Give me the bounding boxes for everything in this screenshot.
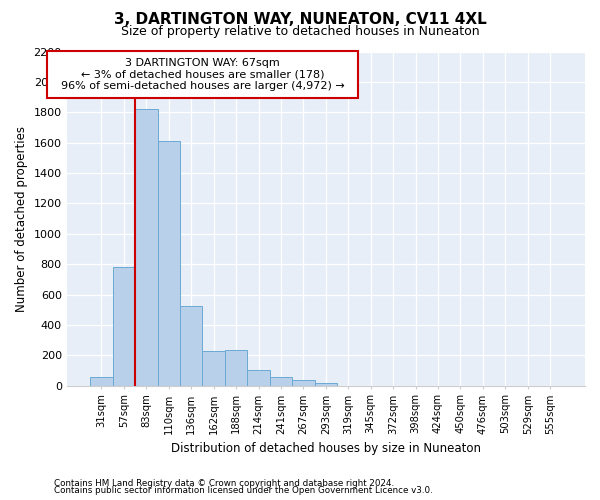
Bar <box>202 350 225 386</box>
Bar <box>90 378 113 386</box>
Bar <box>158 141 180 386</box>
Bar <box>314 382 337 386</box>
Bar <box>113 267 135 386</box>
Text: 3 DARTINGTON WAY: 67sqm  
  ← 3% of detached houses are smaller (178)  
  96% of: 3 DARTINGTON WAY: 67sqm ← 3% of detached… <box>53 58 351 91</box>
Bar <box>180 306 202 386</box>
Bar <box>225 350 247 386</box>
Y-axis label: Number of detached properties: Number of detached properties <box>15 126 28 312</box>
Bar <box>135 109 158 386</box>
X-axis label: Distribution of detached houses by size in Nuneaton: Distribution of detached houses by size … <box>171 442 481 455</box>
Text: Contains HM Land Registry data © Crown copyright and database right 2024.: Contains HM Land Registry data © Crown c… <box>54 478 394 488</box>
Bar <box>292 380 314 386</box>
Text: 3, DARTINGTON WAY, NUNEATON, CV11 4XL: 3, DARTINGTON WAY, NUNEATON, CV11 4XL <box>113 12 487 28</box>
Text: Size of property relative to detached houses in Nuneaton: Size of property relative to detached ho… <box>121 25 479 38</box>
Bar <box>270 378 292 386</box>
Text: Contains public sector information licensed under the Open Government Licence v3: Contains public sector information licen… <box>54 486 433 495</box>
Bar <box>247 370 270 386</box>
